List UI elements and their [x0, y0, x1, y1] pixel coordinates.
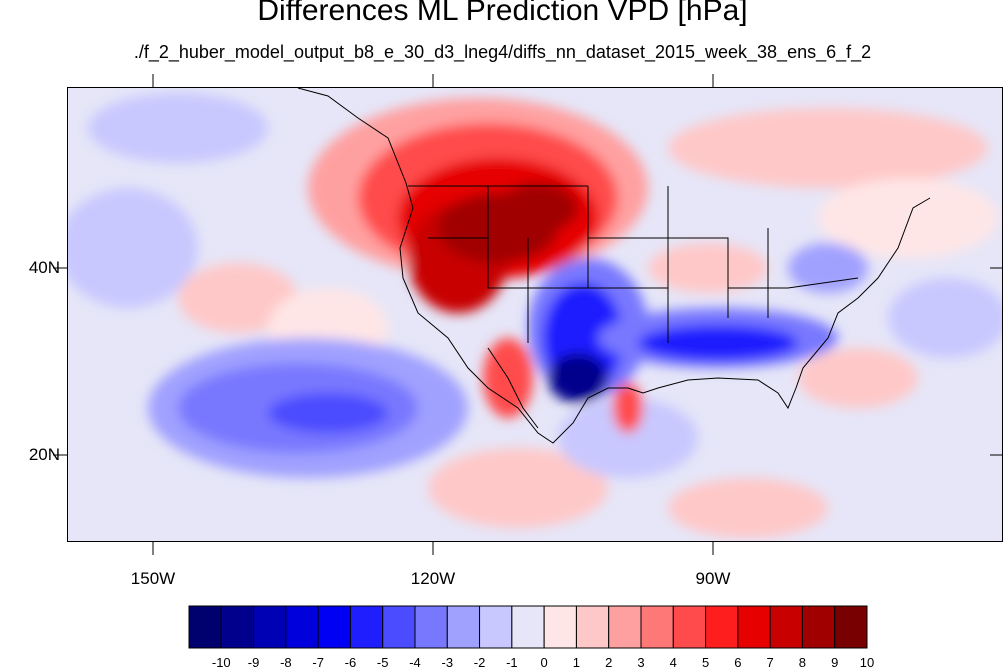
lat-label-20n: 20N [28, 445, 60, 464]
colorbar-swatch [834, 605, 868, 649]
colorbar-swatch [672, 605, 707, 649]
map-title: Differences ML Prediction VPD [hPa] [257, 0, 748, 27]
colorbar-label: -4 [409, 655, 421, 670]
colorbar-label: 10 [859, 655, 875, 670]
colorbar-label: -9 [247, 655, 260, 670]
colorbar-swatch [253, 605, 287, 649]
colorbar [188, 605, 868, 649]
colorbar-label: -6 [344, 655, 357, 670]
colorbar-label: -5 [376, 655, 389, 670]
colorbar-swatch [349, 605, 384, 649]
colorbar-swatch [769, 605, 803, 649]
colorbar-swatch [285, 605, 319, 649]
colorbar-label: 5 [701, 655, 710, 670]
colorbar-swatch [414, 605, 448, 649]
colorbar-swatch [801, 605, 836, 649]
colorbar-swatch [317, 605, 351, 649]
colorbar-label: -2 [473, 655, 486, 670]
colorbar-label: 8 [798, 655, 807, 670]
colorbar-label: 3 [637, 655, 645, 670]
colorbar-label: 9 [831, 655, 839, 670]
colorbar-swatch [737, 605, 771, 649]
colorbar-label: -7 [312, 655, 324, 670]
colorbar-swatch [382, 605, 416, 649]
lat-label-40n: 40N [28, 258, 60, 277]
vpd-difference-field [68, 88, 1002, 541]
colorbar-swatch [446, 605, 481, 649]
map-panel [67, 87, 1003, 542]
colorbar-label: 7 [766, 655, 774, 670]
colorbar-swatch [511, 605, 545, 649]
colorbar-label: -3 [441, 655, 454, 670]
lon-label-120w: 120W [410, 569, 456, 588]
colorbar-label: -10 [211, 655, 231, 670]
lon-label-90w: 90W [695, 569, 731, 588]
colorbar-label: 0 [540, 655, 548, 670]
colorbar-label: 6 [734, 655, 742, 670]
colorbar-swatch [188, 605, 222, 649]
colorbar-swatch [543, 605, 577, 649]
colorbar-label: -8 [280, 655, 292, 670]
colorbar-swatch [220, 605, 255, 649]
colorbar-swatch [479, 605, 513, 649]
colorbar-swatch [608, 605, 642, 649]
colorbar-label: 4 [669, 655, 677, 670]
colorbar-swatch [640, 605, 674, 649]
lon-label-150w: 150W [130, 569, 176, 588]
colorbar-swatch [575, 605, 610, 649]
colorbar-label: -1 [506, 655, 518, 670]
colorbar-label: 1 [572, 655, 581, 670]
colorbar-label: 2 [605, 655, 613, 670]
map-subtitle: ./f_2_huber_model_output_b8_e_30_d3_lneg… [133, 42, 872, 62]
colorbar-swatch [705, 605, 739, 649]
